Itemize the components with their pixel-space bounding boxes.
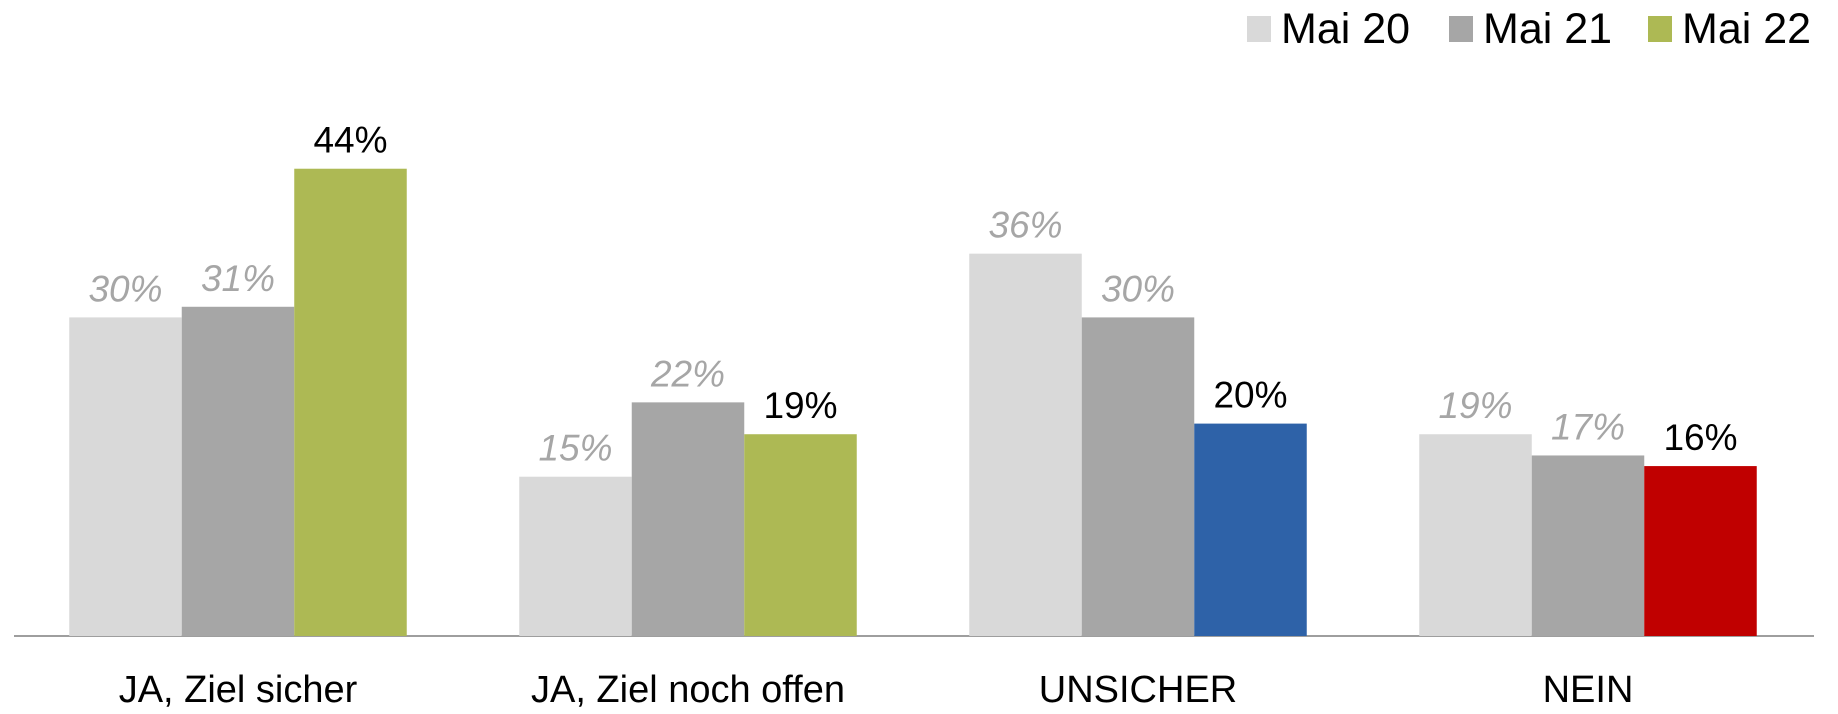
legend-label: Mai 21 <box>1483 5 1612 53</box>
legend-swatch <box>1247 16 1271 42</box>
data-label: 44% <box>313 120 387 161</box>
bar <box>744 434 857 636</box>
bar <box>1531 455 1645 636</box>
bar <box>969 253 1082 636</box>
bar <box>631 402 745 636</box>
data-label: 17% <box>1551 406 1625 447</box>
data-label: 15% <box>538 428 612 469</box>
bar <box>69 317 182 636</box>
data-label: 30% <box>88 268 162 309</box>
bar <box>294 168 407 636</box>
bar <box>1644 466 1757 636</box>
legend-swatch <box>1648 16 1672 42</box>
bar <box>1081 317 1195 636</box>
legend-swatch <box>1449 16 1473 42</box>
x-tick-label: UNSICHER <box>1039 669 1237 711</box>
x-tick-label: NEIN <box>1543 669 1634 711</box>
data-label: 22% <box>650 353 725 394</box>
data-label: 19% <box>1438 385 1512 426</box>
data-label: 20% <box>1213 375 1287 416</box>
data-label: 30% <box>1101 268 1175 309</box>
data-label: 16% <box>1663 417 1737 458</box>
bar <box>1419 434 1532 636</box>
legend-label: Mai 20 <box>1281 5 1410 53</box>
legend-label: Mai 22 <box>1682 5 1811 53</box>
x-tick-label: JA, Ziel sicher <box>119 669 358 711</box>
data-label: 19% <box>763 385 837 426</box>
bar <box>519 476 632 636</box>
data-label: 36% <box>988 205 1062 246</box>
bar <box>181 306 295 636</box>
data-label: 31% <box>201 258 275 299</box>
bar <box>1194 423 1307 636</box>
x-tick-label: JA, Ziel noch offen <box>531 669 845 711</box>
